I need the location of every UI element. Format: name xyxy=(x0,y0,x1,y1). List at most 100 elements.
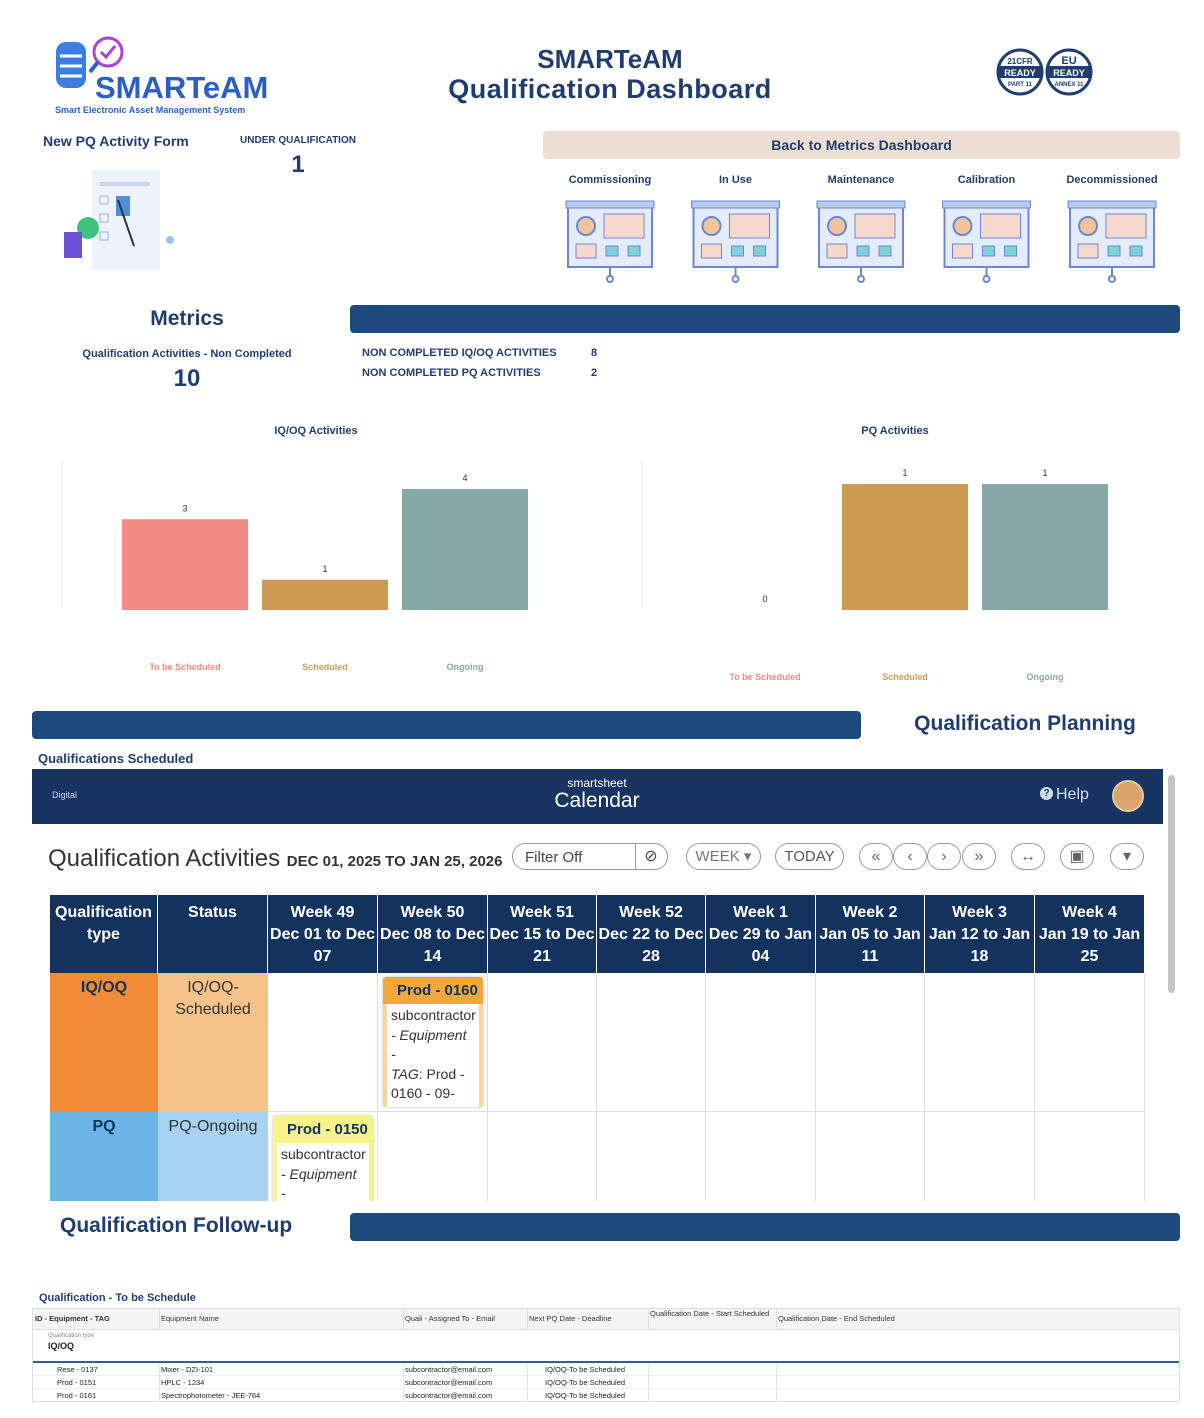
header-line: 28 xyxy=(642,948,660,965)
board-chart xyxy=(729,213,770,239)
column-line xyxy=(648,1363,649,1376)
group-label: Qualification type xyxy=(48,1333,95,1339)
today-button[interactable]: TODAY xyxy=(775,843,844,870)
cell: subcontractor@email.com xyxy=(405,1365,493,1374)
category-label: Scheduled xyxy=(882,672,928,682)
event-body: subcontractor- Equipment -TAG: Prod - xyxy=(277,1143,369,1201)
cell xyxy=(706,1112,816,1201)
event-card[interactable]: Prod - 0160 subcontractor - Equipment - TAG… xyxy=(383,977,483,1107)
header-line: Status xyxy=(188,904,237,921)
badge-band xyxy=(998,66,1042,78)
calendar-button[interactable]: ▣ xyxy=(1060,843,1094,870)
scrollbar[interactable] xyxy=(1168,775,1175,993)
view-button[interactable]: WEEK ▾ xyxy=(686,843,761,870)
column-line xyxy=(527,1389,528,1401)
help[interactable]: Help xyxy=(1056,786,1089,803)
logo-text: SMARTeAM xyxy=(95,70,268,105)
header-line: Jan 12 to Jan xyxy=(928,926,1031,943)
header-line: Dec 15 to Dec xyxy=(489,926,595,943)
board-pie xyxy=(952,216,973,236)
badge-top: EU xyxy=(1061,55,1076,67)
total-value: 10 xyxy=(173,365,201,392)
column-line xyxy=(159,1389,160,1401)
bar xyxy=(262,579,388,610)
column-line xyxy=(159,1309,160,1329)
column-line xyxy=(403,1376,404,1389)
cell: IQ/OQ-To be Scheduled xyxy=(545,1378,626,1387)
nav-item[interactable]: Calibration xyxy=(957,174,1016,186)
column-line xyxy=(776,1376,777,1389)
event-title: Prod - 0150 xyxy=(273,1116,373,1143)
header-line: 14 xyxy=(423,948,442,965)
column-header: Equipment Name xyxy=(161,1314,219,1323)
header-line: Dec 01 to Dec xyxy=(270,926,375,943)
calendar-button[interactable]: ↔ xyxy=(1011,843,1045,870)
header-line: Week 51 xyxy=(510,904,574,921)
back-button[interactable]: Back to Metrics Dashboard xyxy=(543,131,1180,159)
calendar-grid: Qualification type Status Week 49 Dec 01 to … xyxy=(50,895,1145,1201)
event-field: - Equipment - xyxy=(391,1026,467,1063)
cell xyxy=(816,1112,925,1201)
nav-item[interactable]: In Use xyxy=(718,174,753,186)
filter-text: Filter Off xyxy=(525,849,583,866)
data-label: 4 xyxy=(462,473,467,483)
calendar-button[interactable]: › xyxy=(927,843,961,870)
column-line xyxy=(527,1363,528,1376)
event-tag-value: : Prod - 0160 - 09-12-2025 xyxy=(391,1065,465,1108)
cell: Prod - 0161 xyxy=(57,1391,97,1400)
calendar-button[interactable]: ‹ xyxy=(893,843,927,870)
section-bar xyxy=(32,711,861,739)
under-qualification-label: UNDER QUALIFICATION xyxy=(240,135,356,146)
filter[interactable]: Filter Off ⊘ xyxy=(512,843,668,870)
cell xyxy=(816,973,925,1112)
board-top xyxy=(1067,200,1157,209)
cell: IQ/OQ-To be Scheduled xyxy=(545,1391,626,1400)
type-cell: IQ/OQ xyxy=(50,973,158,1112)
calendar-title-text: Qualification Activities xyxy=(48,845,281,872)
calendar-button[interactable]: » xyxy=(962,843,996,870)
group-line xyxy=(33,1361,1179,1363)
cell xyxy=(597,1112,706,1201)
header-line: Dec 08 to Dec xyxy=(380,926,485,943)
board-top xyxy=(691,200,780,209)
badge-bottom: PART 11 xyxy=(1008,82,1033,88)
header-line: Week 1 xyxy=(733,904,788,921)
section-bar xyxy=(350,1213,1180,1241)
view: WEEK xyxy=(695,848,740,865)
cell: subcontractor@email.com xyxy=(405,1391,493,1400)
column-line xyxy=(403,1309,404,1329)
calendar-button[interactable]: « xyxy=(859,843,893,870)
nav-item[interactable]: Maintenance xyxy=(827,174,895,186)
data-label: 1 xyxy=(1042,468,1047,478)
type-cell: PQ xyxy=(50,1112,158,1201)
column-line xyxy=(403,1389,404,1401)
board-chart xyxy=(980,213,1021,239)
brand: Digital xyxy=(52,790,78,800)
column-line xyxy=(776,1363,777,1376)
nav-item[interactable]: Decommissioned xyxy=(1066,174,1158,186)
cell: Rese - 0137 xyxy=(57,1365,98,1374)
status-cell: PQ-Ongoing xyxy=(158,1112,268,1201)
board-list xyxy=(575,243,597,259)
cell: IQ/OQ-To be Scheduled xyxy=(545,1365,626,1374)
avatar[interactable] xyxy=(1112,780,1144,812)
board-box xyxy=(1107,245,1121,257)
column-header: Week 52 Dec 22 to Dec 28 xyxy=(597,895,705,973)
header-line: 11 xyxy=(861,948,879,965)
calendar-button[interactable]: ▾ xyxy=(1110,843,1144,870)
header-line: Week 52 xyxy=(619,904,683,921)
cell: HPLC - 1234 xyxy=(161,1378,205,1387)
calendar-header: Digital smartsheet Calendar ? Help xyxy=(32,769,1163,824)
badge-middle: READY xyxy=(1004,68,1036,78)
form-link[interactable]: New PQ Activity Form xyxy=(43,133,189,149)
nav-item[interactable]: Commissioning xyxy=(568,174,652,186)
header-line: 18 xyxy=(970,948,989,965)
column-line xyxy=(648,1376,649,1389)
column-header: Week 1 Dec 29 to Jan 04 xyxy=(706,895,815,973)
data-label: 1 xyxy=(902,468,907,478)
cell xyxy=(488,973,597,1112)
total-label: Qualification Activities - Non Completed xyxy=(82,348,292,360)
filter-icon: ⊘ xyxy=(635,844,666,869)
